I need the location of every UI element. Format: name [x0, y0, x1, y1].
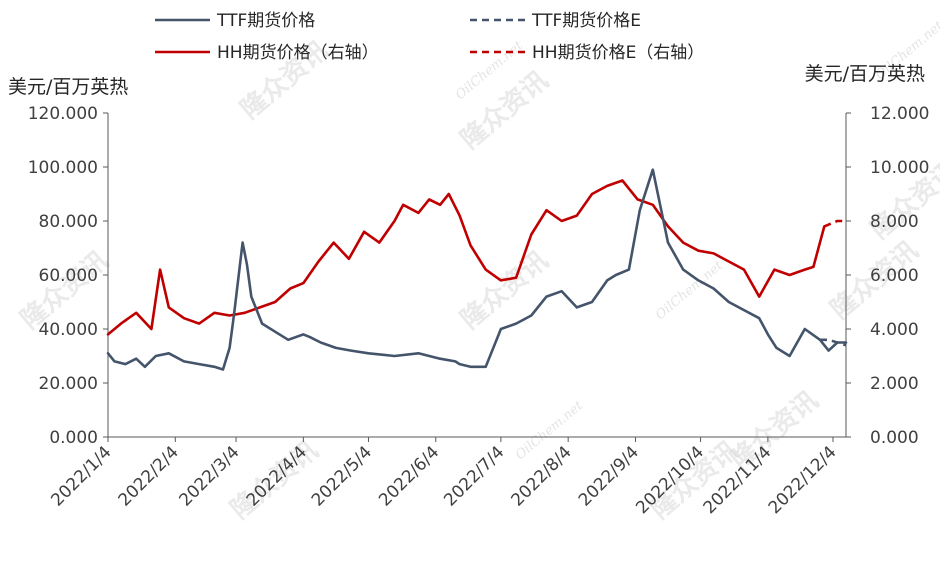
x-tick-label: 2022/6/4	[375, 442, 443, 510]
series-line-hh-e	[823, 219, 846, 228]
y-right-tick-label: 0.000	[870, 428, 919, 448]
legend-entry-label: TTF期货价格E	[531, 11, 641, 31]
x-tick-label: 2022/9/4	[575, 442, 643, 510]
y-left-tick-label: 40.000	[39, 320, 98, 340]
y-axis-right-ticks: 0.000 2.000 4.000 6.000 8.000 10.000 12.000	[846, 104, 929, 448]
y-right-tick-label: 4.000	[870, 320, 919, 340]
series-line-ttf-e	[820, 338, 847, 347]
series-layer	[106, 168, 848, 371]
legend: TTF期货价格 TTF期货价格E HH期货价格（右轴） HH期货价格E（右轴）	[155, 11, 704, 63]
y-right-tick-label: 6.000	[870, 266, 919, 286]
series-line-ttf	[106, 168, 848, 371]
x-tick-label: 2022/7/4	[440, 442, 508, 510]
y-left-tick-label: 20.000	[39, 374, 98, 394]
watermark-brand: 隆众资讯	[455, 246, 554, 336]
x-tick-label: 2022/1/4	[47, 442, 115, 510]
y-left-tick-label: 60.000	[39, 266, 98, 286]
y-axis-right-label: 美元/百万英热	[805, 63, 925, 85]
y-left-tick-label: 100.000	[28, 158, 98, 178]
legend-entry-label: HH期货价格E（右轴）	[532, 43, 704, 63]
y-left-tick-label: 80.000	[39, 212, 98, 232]
y-right-tick-label: 10.000	[870, 158, 929, 178]
y-right-tick-label: 8.000	[870, 212, 919, 232]
x-tick-label: 2022/12/4	[765, 442, 841, 518]
y-right-tick-label: 2.000	[870, 374, 919, 394]
series-line-hh	[106, 179, 826, 336]
y-axis-left-label: 美元/百万英热	[8, 76, 128, 98]
legend-entry-label: HH期货价格（右轴）	[217, 43, 379, 63]
y-left-tick-label: 0.000	[49, 428, 98, 448]
y-right-tick-label: 12.000	[870, 104, 929, 124]
legend-entry-label: TTF期货价格	[216, 11, 315, 31]
y-axis-left-ticks: 0.000 20.000 40.000 60.000 80.000 100.000 120.…	[28, 104, 108, 448]
y-left-tick-label: 120.000	[28, 104, 98, 124]
x-tick-label: 2022/2/4	[115, 442, 183, 510]
